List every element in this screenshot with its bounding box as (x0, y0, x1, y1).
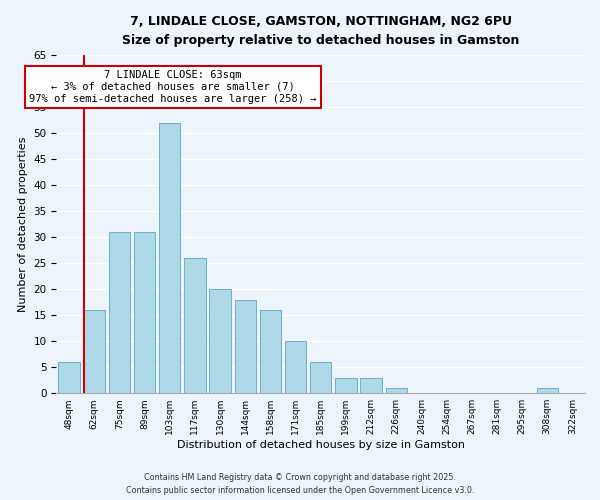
Bar (109, 232, 130, 393)
Bar (310, 362, 331, 393)
Bar (536, 388, 558, 393)
Bar (83, 310, 105, 393)
Y-axis label: Number of detached properties: Number of detached properties (18, 136, 28, 312)
Bar (335, 378, 356, 393)
Title: 7, LINDALE CLOSE, GAMSTON, NOTTINGHAM, NG2 6PU
Size of property relative to deta: 7, LINDALE CLOSE, GAMSTON, NOTTINGHAM, N… (122, 15, 520, 47)
Bar (361, 378, 382, 393)
Bar (235, 300, 256, 393)
Bar (184, 258, 206, 393)
Bar (134, 232, 155, 393)
Bar (58, 362, 80, 393)
Bar (260, 310, 281, 393)
Bar (209, 289, 231, 393)
Bar (386, 388, 407, 393)
Text: Contains HM Land Registry data © Crown copyright and database right 2025.
Contai: Contains HM Land Registry data © Crown c… (126, 474, 474, 495)
Bar (159, 122, 181, 393)
Text: 7 LINDALE CLOSE: 63sqm
← 3% of detached houses are smaller (7)
97% of semi-detac: 7 LINDALE CLOSE: 63sqm ← 3% of detached … (29, 70, 316, 104)
Bar (285, 341, 306, 393)
X-axis label: Distribution of detached houses by size in Gamston: Distribution of detached houses by size … (177, 440, 465, 450)
